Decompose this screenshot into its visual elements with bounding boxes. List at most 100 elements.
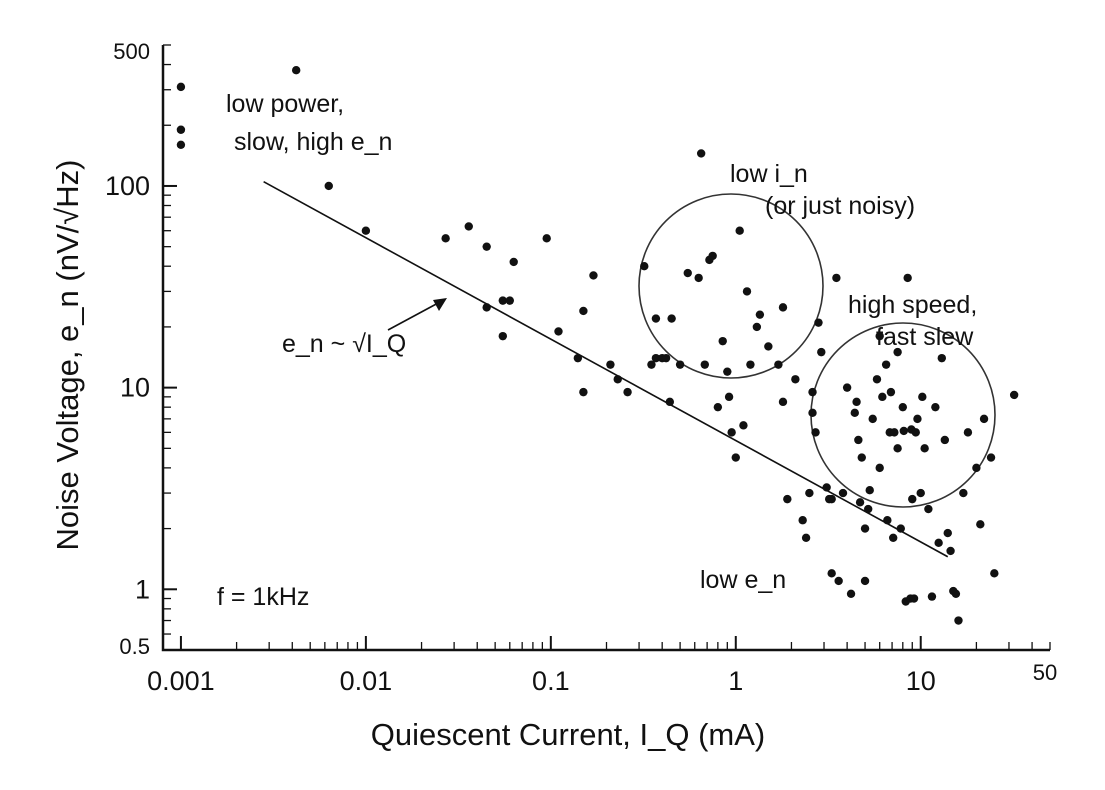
data-point xyxy=(554,327,563,336)
data-point xyxy=(951,589,961,598)
data-point xyxy=(579,387,588,397)
data-point xyxy=(651,353,661,363)
data-point xyxy=(865,486,874,495)
data-point xyxy=(937,353,946,363)
data-point xyxy=(176,140,186,149)
data-point xyxy=(755,310,765,319)
data-point xyxy=(718,336,727,346)
data-point xyxy=(774,360,783,369)
data-point xyxy=(943,528,952,538)
data-point xyxy=(811,428,820,437)
x-tick-label: 1 xyxy=(728,666,743,696)
data-point xyxy=(827,569,836,578)
data-point xyxy=(850,408,859,418)
data-point xyxy=(927,592,937,601)
data-point xyxy=(752,322,762,332)
data-point xyxy=(746,360,755,369)
data-point xyxy=(852,397,861,407)
data-point xyxy=(176,82,186,92)
data-point xyxy=(606,360,615,369)
data-point xyxy=(931,402,940,412)
data-point xyxy=(857,453,866,462)
x-tick-label: 0.001 xyxy=(147,666,215,696)
data-point xyxy=(946,546,955,556)
data-point xyxy=(916,488,925,498)
data-point xyxy=(324,181,333,191)
data-point xyxy=(708,251,717,261)
data-point xyxy=(855,498,865,507)
data-point xyxy=(868,414,877,424)
data-point xyxy=(509,257,518,267)
data-point xyxy=(361,226,371,235)
data-point xyxy=(647,360,656,369)
data-point xyxy=(846,589,856,598)
data-point xyxy=(724,392,734,402)
x-tick-label: 50 xyxy=(1033,660,1057,685)
data-point xyxy=(881,360,891,369)
data-point xyxy=(986,453,996,462)
data-point xyxy=(899,426,908,436)
data-point xyxy=(783,494,792,504)
data-point xyxy=(640,262,649,271)
data-point xyxy=(778,303,788,312)
data-point xyxy=(878,392,887,402)
y-tick-label: 1 xyxy=(135,574,150,604)
data-point xyxy=(505,296,514,305)
data-point xyxy=(875,463,884,473)
data-point xyxy=(542,234,551,243)
data-point xyxy=(920,444,929,453)
data-point xyxy=(573,353,583,363)
data-point xyxy=(723,367,732,376)
high-speed-annotation-line2: fast slew xyxy=(876,323,974,351)
data-point xyxy=(464,222,473,231)
data-point xyxy=(896,524,905,533)
data-point xyxy=(814,318,823,327)
data-point xyxy=(918,392,927,402)
y-tick-label: 10 xyxy=(120,373,150,403)
data-point xyxy=(498,331,508,341)
data-point xyxy=(667,314,676,323)
data-point xyxy=(778,397,788,407)
data-point xyxy=(890,428,899,437)
data-point xyxy=(808,387,817,397)
data-point xyxy=(498,296,508,305)
data-point xyxy=(911,428,920,437)
data-point xyxy=(908,494,917,504)
data-point xyxy=(482,303,491,312)
high-speed-annotation-line1: high speed, xyxy=(848,291,977,319)
data-point xyxy=(898,402,908,412)
trend-line xyxy=(263,180,949,558)
data-point xyxy=(613,375,622,384)
data-point xyxy=(441,234,450,243)
data-point xyxy=(838,488,848,498)
data-point xyxy=(675,360,685,369)
data-point xyxy=(913,414,922,424)
data-point xyxy=(665,397,675,407)
x-tick-label: 0.1 xyxy=(532,666,570,696)
data-point xyxy=(822,483,831,492)
data-point xyxy=(798,516,807,525)
y-tick-label: 500 xyxy=(113,39,150,64)
trend-arrow-shaft xyxy=(387,301,441,331)
low-power-annotation-line2: slow, high e_n xyxy=(234,128,392,156)
data-point xyxy=(954,616,963,625)
data-point xyxy=(886,387,896,397)
data-point xyxy=(739,421,748,430)
data-point xyxy=(801,533,811,543)
data-point xyxy=(875,331,884,341)
data-point xyxy=(972,463,981,473)
data-point xyxy=(651,314,661,323)
low-in-region-circle xyxy=(638,193,824,379)
y-tick-label: 0.5 xyxy=(119,634,150,659)
data-point xyxy=(805,488,814,498)
data-point xyxy=(883,516,892,525)
x-axis-label: Quiescent Current, I_Q (mA) xyxy=(371,717,766,752)
data-point xyxy=(832,273,841,283)
data-point xyxy=(893,347,902,357)
data-point xyxy=(976,520,985,529)
data-point xyxy=(860,576,870,586)
data-point xyxy=(909,594,919,603)
data-point xyxy=(963,428,973,437)
data-point xyxy=(825,494,834,504)
data-point xyxy=(889,533,898,543)
